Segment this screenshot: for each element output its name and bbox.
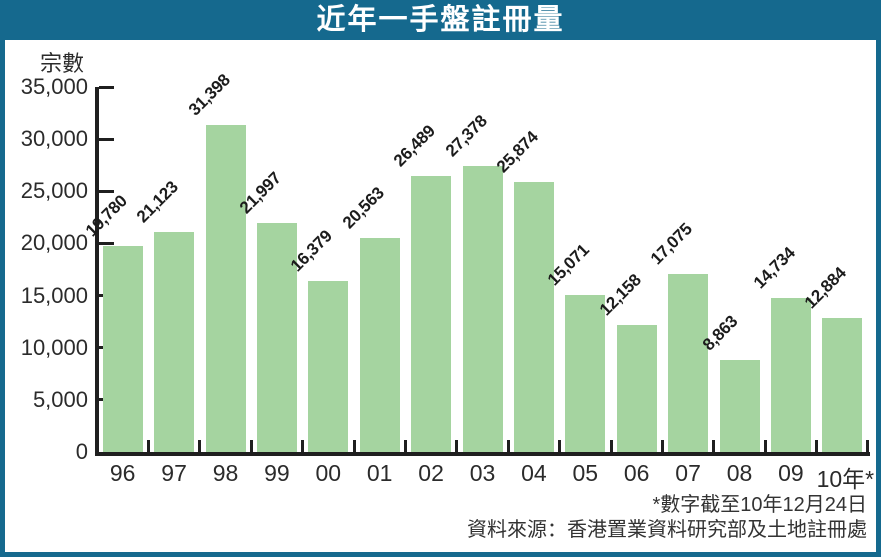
x-tick-label: 09 [778, 460, 804, 486]
x-tick-label: 03 [469, 460, 496, 486]
bar-97 [154, 231, 195, 452]
x-tick-label: 07 [675, 460, 701, 486]
y-tick-label: 15,000 [20, 282, 88, 308]
y-tick-label: 10,000 [20, 334, 88, 360]
x-tick [815, 440, 819, 452]
x-tick [146, 440, 150, 452]
y-tick-label: 30,000 [20, 126, 88, 152]
y-tick-label: 20,000 [20, 230, 88, 256]
y-tick [99, 137, 114, 141]
x-tick-label: 10年* [816, 466, 875, 492]
x-tick [609, 440, 613, 452]
footnote: *數字截至10年12月24日 [652, 494, 867, 516]
title-bar: 近年一手盤註冊量 [0, 0, 881, 40]
bar-98 [205, 124, 246, 452]
bar-08 [719, 359, 760, 452]
x-tick-end [866, 440, 869, 452]
x-tick [506, 440, 510, 452]
x-tick [301, 440, 305, 452]
y-tick [99, 85, 114, 89]
x-tick-label: 08 [726, 460, 753, 486]
bar-09 [770, 298, 811, 452]
bar-04 [513, 182, 554, 452]
x-tick-label: 01 [366, 460, 393, 486]
y-tick [99, 241, 114, 245]
x-tick [455, 440, 459, 452]
x-tick-label: 97 [161, 460, 187, 486]
bar-02 [411, 175, 452, 452]
y-tick-label: 5,000 [32, 386, 88, 412]
x-tick-label: 02 [418, 460, 444, 486]
chart-title: 近年一手盤註冊量 [316, 4, 565, 36]
bar-03 [462, 166, 503, 452]
y-tick-label: 35,000 [20, 74, 88, 99]
bar-00 [308, 281, 349, 452]
x-axis-line [95, 452, 870, 456]
x-tick-label: 06 [623, 460, 650, 486]
x-tick [249, 440, 253, 452]
x-tick [558, 440, 562, 452]
x-tick-label: 99 [264, 460, 290, 486]
x-tick [198, 440, 202, 452]
x-tick [403, 440, 407, 452]
y-tick-label: 25,000 [20, 178, 88, 204]
source-note: 資料來源：香港置業資料研究部及土地註冊處 [467, 519, 867, 541]
x-tick-label: 05 [572, 460, 599, 486]
x-tick [712, 440, 716, 452]
bar-05 [565, 294, 606, 452]
x-tick-label: 00 [315, 460, 342, 486]
bar-07 [668, 273, 709, 452]
x-tick [763, 440, 767, 452]
x-tick-label: 96 [109, 460, 136, 486]
bar-99 [256, 222, 297, 452]
bar-10年* [822, 317, 863, 452]
y-axis-line [95, 87, 99, 456]
x-tick [352, 440, 356, 452]
bar-06 [616, 325, 657, 452]
x-tick-label: 98 [212, 460, 239, 486]
y-tick [99, 189, 114, 193]
bar-96 [102, 245, 143, 452]
x-tick [660, 440, 664, 452]
y-axis-title: 宗數 [40, 51, 85, 76]
bar-01 [359, 237, 400, 452]
y-tick-label: 0 [75, 439, 88, 464]
x-tick-label: 04 [521, 460, 547, 486]
